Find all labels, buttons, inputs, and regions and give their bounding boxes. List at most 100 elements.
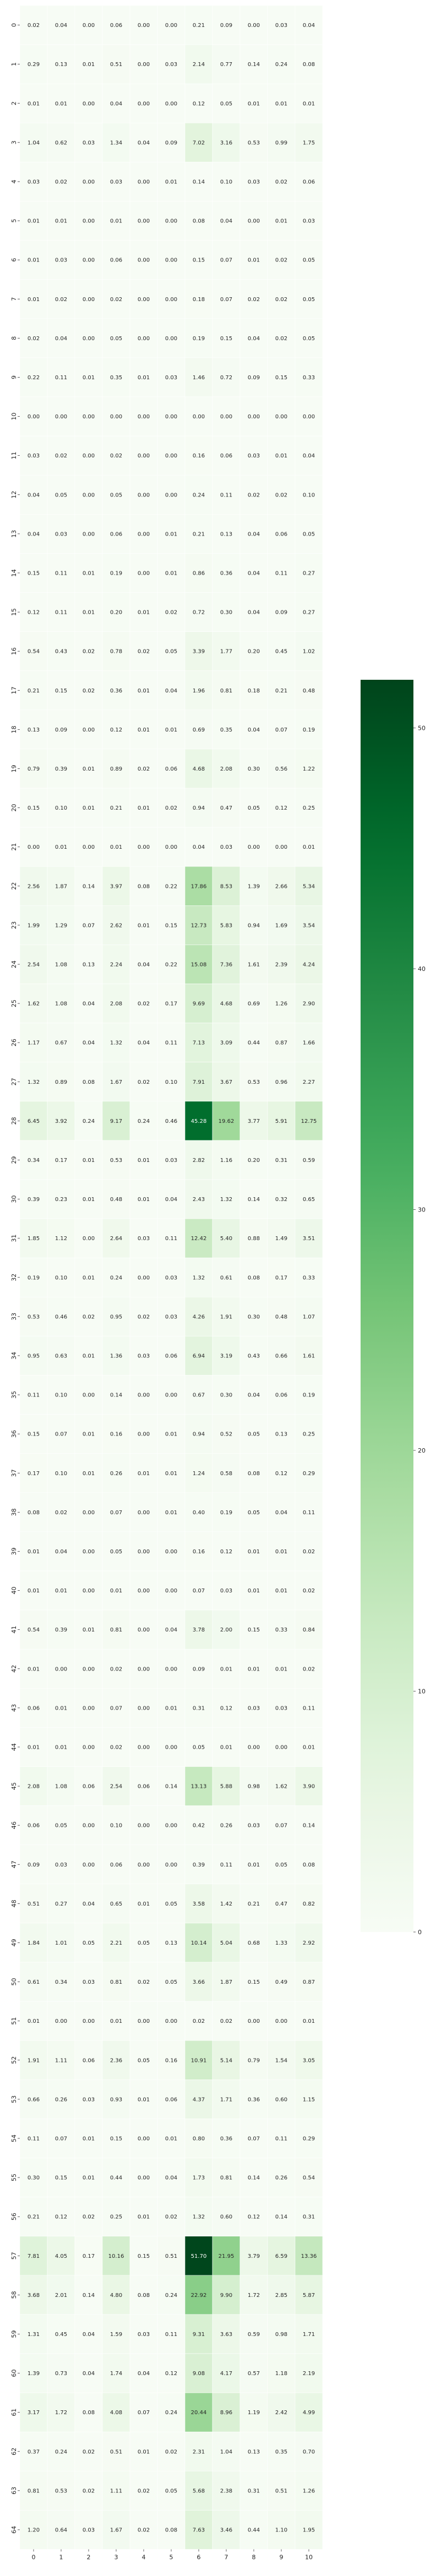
cell-value-label: 0.03 [220, 1588, 232, 1594]
cell-value-label: 0.01 [248, 258, 260, 264]
cell-value-label: 2.08 [220, 766, 232, 772]
cell-value-label: 0.00 [138, 219, 150, 225]
heatmap-cell [129, 984, 158, 1023]
heatmap-cell [102, 435, 130, 476]
heatmap-cell [295, 1688, 323, 1728]
heatmap-cell [157, 5, 186, 45]
heatmap-cell [129, 1884, 158, 1924]
heatmap-cell [157, 514, 186, 554]
cell-value-label: 0.05 [248, 805, 260, 811]
heatmap-cell [129, 279, 158, 319]
cell-value-label: 0.07 [248, 2136, 260, 2142]
cell-value-label: 0.02 [28, 336, 40, 342]
cell-value-label: 0.01 [275, 219, 287, 225]
heatmap-cell [267, 1727, 296, 1767]
heatmap-cell [157, 1297, 186, 1336]
heatmap-cell [102, 2314, 130, 2354]
cell-value-label: 0.94 [248, 923, 260, 929]
heatmap-cell [157, 2040, 186, 2080]
heatmap-cell [47, 1609, 75, 1650]
heatmap-cell [74, 2080, 103, 2119]
heatmap-cell [129, 83, 158, 123]
cell-value-label: 0.30 [220, 1393, 232, 1399]
cell-value-label: 0.01 [28, 219, 40, 225]
heatmap-cell [157, 44, 186, 84]
cell-value-label: 0.00 [138, 453, 150, 459]
cell-value-label: 0.00 [165, 1744, 177, 1750]
y-tick-label: 26 [10, 1039, 18, 1046]
cell-value-label: 0.00 [83, 101, 95, 107]
cell-value-label: 0.02 [165, 610, 177, 616]
x-tick-label: 1 [59, 2554, 63, 2561]
cell-value-label: 0.01 [55, 1744, 67, 1750]
cell-value-label: 0.73 [55, 2371, 67, 2377]
cell-value-label: 0.33 [303, 1275, 315, 1281]
heatmap-cell [129, 1414, 158, 1454]
heatmap-cell [102, 1297, 130, 1336]
cell-value-label: 0.03 [303, 219, 315, 225]
cell-value-label: 1.71 [220, 2097, 232, 2103]
cell-value-label: 0.03 [83, 2097, 95, 2103]
cell-value-label: 0.12 [28, 610, 40, 616]
heatmap-cell [19, 1805, 48, 1846]
heatmap-cell [239, 1062, 268, 1102]
heatmap-cell [184, 710, 213, 750]
cell-value-label: 0.00 [83, 336, 95, 342]
cell-value-label: 0.04 [138, 2371, 150, 2377]
cell-value-label: 0.03 [55, 1862, 67, 1868]
cell-value-label: 0.01 [165, 1471, 177, 1477]
cell-value-label: 0.01 [55, 1705, 67, 1711]
cell-value-label: 0.00 [83, 492, 95, 498]
cell-value-label: 0.00 [83, 297, 95, 303]
cell-value-label: 0.15 [28, 570, 40, 576]
heatmap-cell [19, 2158, 48, 2197]
heatmap-cell [267, 2119, 296, 2158]
cell-value-label: 1.72 [55, 2410, 67, 2416]
cell-value-label: 1.71 [303, 2332, 315, 2338]
cell-value-label: 0.08 [303, 62, 315, 68]
cell-value-label: 0.01 [55, 844, 67, 850]
x-tick-label: 7 [225, 2554, 228, 2561]
cell-value-label: 0.02 [28, 23, 40, 29]
cell-value-label: 0.10 [303, 492, 315, 498]
heatmap-cell [157, 2158, 186, 2197]
cell-value-label: 0.15 [55, 2175, 67, 2181]
heatmap-cell [157, 1179, 186, 1219]
y-tick-label: 22 [10, 882, 18, 890]
heatmap-cell [47, 1766, 75, 1806]
cell-value-label: 0.01 [28, 258, 40, 264]
cell-value-label: 0.48 [303, 688, 315, 694]
y-tick-label: 52 [10, 2056, 18, 2064]
cell-value-label: 0.04 [193, 844, 205, 850]
cell-value-label: 0.08 [165, 2527, 177, 2533]
cell-value-label: 0.00 [83, 414, 95, 420]
heatmap-cell [184, 1414, 213, 1454]
cell-value-label: 0.00 [275, 844, 287, 850]
heatmap-cell [157, 1336, 186, 1376]
heatmap-cell [74, 749, 103, 789]
cell-value-label: 1.87 [55, 883, 67, 889]
cell-value-label: 0.12 [220, 1549, 232, 1555]
cell-value-label: 0.01 [165, 179, 177, 185]
cell-value-label: 1.24 [193, 1471, 205, 1477]
cell-value-label: 0.59 [248, 2332, 260, 2338]
cell-value-label: 0.62 [55, 140, 67, 146]
cell-value-label: 0.01 [275, 1666, 287, 1672]
heatmap-cell [267, 1609, 296, 1650]
cell-value-label: 0.00 [83, 1588, 95, 1594]
heatmap-cell [19, 1179, 48, 1219]
cell-value-label: 3.78 [193, 1627, 205, 1633]
cell-value-label: 0.04 [138, 1040, 150, 1046]
heatmap-cell [74, 2119, 103, 2158]
heatmap-cell [295, 1884, 323, 1924]
heatmap-cell [295, 5, 323, 45]
cell-value-label: 0.44 [110, 2175, 122, 2181]
cell-value-label: 0.29 [303, 1471, 315, 1477]
heatmap-cell [102, 1023, 130, 1062]
cell-value-label: 9.69 [193, 1001, 205, 1007]
heatmap-cell [74, 1414, 103, 1454]
cell-value-label: 0.02 [138, 1001, 150, 1007]
heatmap-cell [212, 2040, 241, 2080]
cell-value-label: 0.43 [248, 1353, 260, 1359]
cell-value-label: 0.00 [165, 1862, 177, 1868]
